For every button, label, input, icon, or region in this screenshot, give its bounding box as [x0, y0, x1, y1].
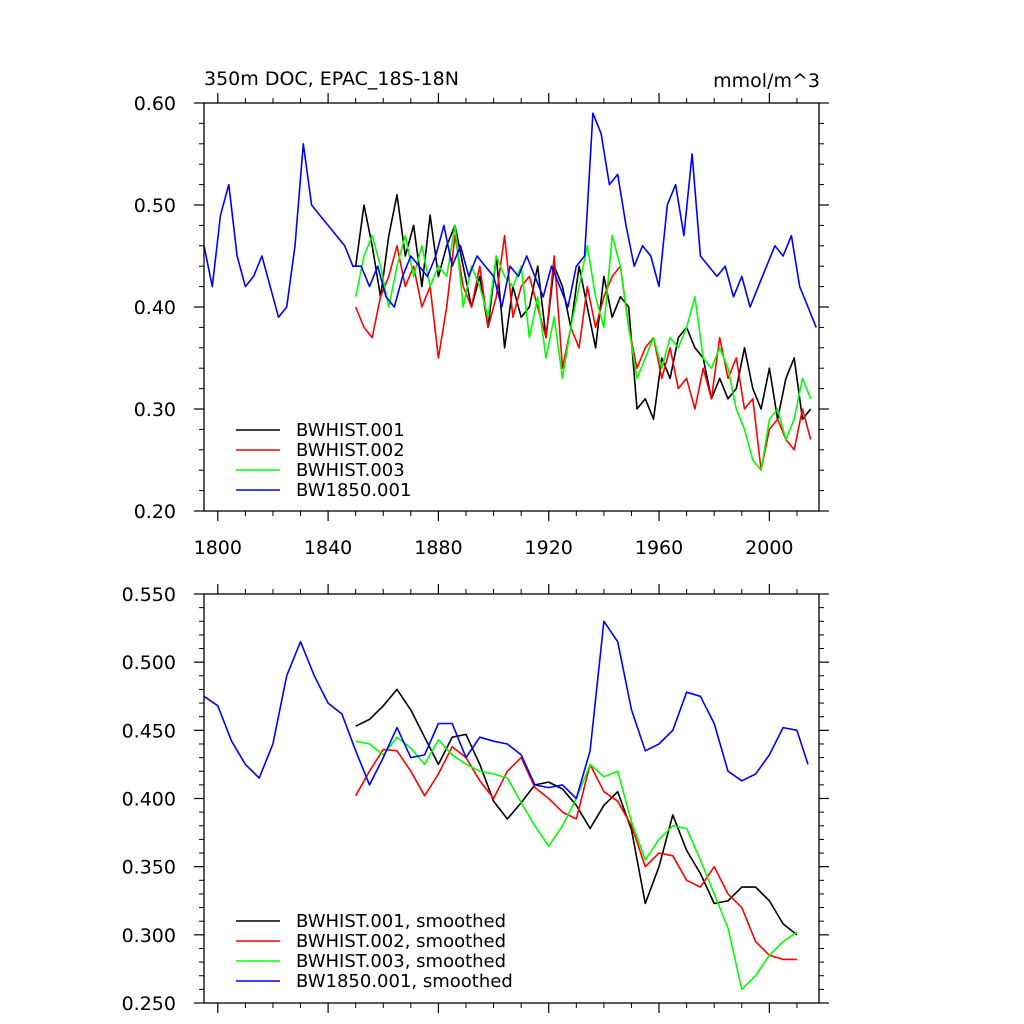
- x-tick-label: 1880: [414, 537, 462, 559]
- top-panel-series: [203, 112, 817, 472]
- y-tick-label: 0.500: [122, 652, 176, 674]
- series-line-2: [355, 745, 797, 961]
- x-tick-label: 2000: [745, 537, 793, 559]
- legend-label: BWHIST.003, smoothed: [296, 951, 506, 972]
- legend-label: BW1850.001: [296, 480, 411, 501]
- y-tick-label: 0.450: [122, 720, 176, 742]
- legend-label: BWHIST.001, smoothed: [296, 911, 506, 932]
- bottom-panel-frame: [203, 593, 820, 1004]
- top-panel-units: mmol/m^3: [713, 70, 820, 92]
- legend-label: BWHIST.001: [296, 420, 405, 441]
- y-tick-label: 0.30: [134, 399, 176, 421]
- y-tick-label: 0.60: [134, 93, 176, 115]
- series-line-3: [354, 224, 812, 472]
- top-panel: 350m DOC, EPAC_18S-18N mmol/m^3 1800 1840…: [134, 68, 829, 559]
- series-line-1: [355, 688, 798, 936]
- y-tick-label: 0.20: [134, 501, 176, 523]
- top-panel-ticks: 1800 1840 1880 1920 1960 2000 0.20 0.30 0.40 0.50…: [134, 93, 829, 559]
- top-panel-title: 350m DOC, EPAC_18S-18N: [204, 68, 459, 90]
- series-line-4: [203, 620, 809, 800]
- series-line-4: [203, 112, 817, 328]
- y-tick-label: 0.50: [134, 195, 176, 217]
- y-tick-label: 0.550: [122, 584, 176, 606]
- legend-label: BWHIST.002: [296, 440, 405, 461]
- y-tick-label: 0.250: [122, 993, 176, 1015]
- x-tick-label: 1840: [304, 537, 352, 559]
- legend-label: BW1850.001, smoothed: [296, 971, 513, 992]
- y-tick-label: 0.400: [122, 789, 176, 811]
- top-panel-frame: [203, 102, 820, 512]
- bottom-panel-series: [203, 620, 809, 991]
- y-tick-label: 0.40: [134, 297, 176, 319]
- x-tick-label: 1800: [194, 537, 242, 559]
- series-line-1: [354, 194, 812, 421]
- bottom-panel: 0.250 0.300 0.350 0.400 0.450 0.500 0.550 BWHI…: [122, 584, 829, 1015]
- bottom-panel-ticks: 0.250 0.300 0.350 0.400 0.450 0.500 0.550: [122, 584, 829, 1015]
- y-tick-label: 0.350: [122, 857, 176, 879]
- series-line-2: [354, 234, 812, 472]
- legend-label: BWHIST.003: [296, 460, 405, 481]
- x-tick-label: 1960: [635, 537, 683, 559]
- legend-label: BWHIST.002, smoothed: [296, 931, 506, 952]
- x-tick-label: 1920: [525, 537, 573, 559]
- y-tick-label: 0.300: [122, 925, 176, 947]
